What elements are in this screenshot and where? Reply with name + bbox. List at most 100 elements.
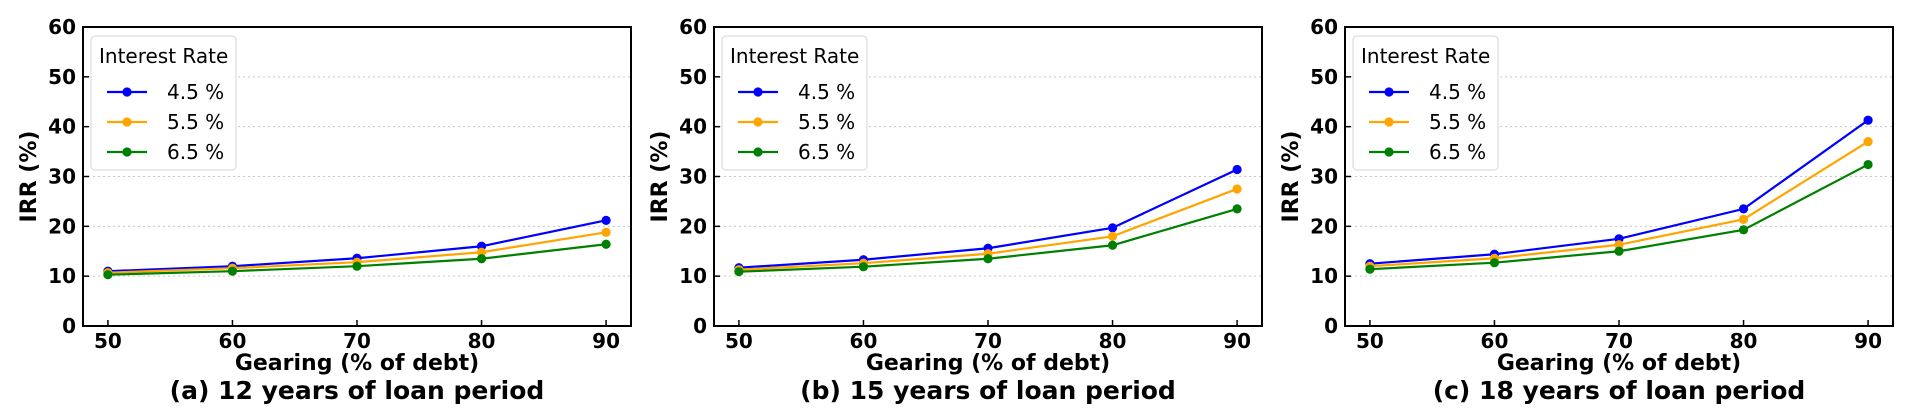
legend-box xyxy=(90,35,237,171)
data-point xyxy=(103,270,113,280)
legend-entry: 4.5 % xyxy=(798,80,855,104)
data-point xyxy=(601,239,611,249)
y-tick-label: 50 xyxy=(48,65,76,89)
data-point xyxy=(352,261,362,271)
legend-title: Interest Rate xyxy=(99,44,228,68)
data-point xyxy=(1863,137,1873,147)
x-tick-label: 90 xyxy=(592,329,620,353)
data-point xyxy=(227,266,238,276)
x-axis-label: Gearing (% of debt) xyxy=(866,351,1110,376)
y-tick-label: 30 xyxy=(1310,165,1338,189)
x-tick-label: 90 xyxy=(1223,329,1251,353)
data-point xyxy=(1232,204,1242,214)
legend-marker xyxy=(122,117,132,127)
data-point xyxy=(1107,240,1118,250)
y-tick-label: 20 xyxy=(679,214,707,238)
legend-marker xyxy=(1384,117,1394,127)
x-tick-label: 70 xyxy=(974,329,1002,353)
y-tick-label: 60 xyxy=(679,15,707,39)
y-tick-label: 60 xyxy=(48,15,76,39)
x-tick-label: 60 xyxy=(219,329,247,353)
legend: Interest Rate 4.5 % 5.5 % 6.5 % xyxy=(90,35,237,171)
legend-entry: 5.5 % xyxy=(798,110,855,134)
x-tick-label: 80 xyxy=(1099,329,1127,353)
x-tick-label: 50 xyxy=(94,329,122,353)
y-tick-label: 0 xyxy=(693,314,707,338)
panel-caption: (a) 12 years of loan period xyxy=(170,376,545,405)
data-point xyxy=(476,254,487,264)
plot-frame xyxy=(82,26,632,327)
x-tick-label: 60 xyxy=(850,329,878,353)
legend: Interest Rate 4.5 % 5.5 % 6.5 % xyxy=(1352,35,1499,171)
x-tick-label: 50 xyxy=(725,329,753,353)
y-axis-label: IRR (%) xyxy=(17,131,42,223)
legend: Interest Rate 4.5 % 5.5 % 6.5 % xyxy=(721,35,868,171)
x-axis-label: Gearing (% of debt) xyxy=(1497,351,1741,376)
y-tick-label: 20 xyxy=(1310,214,1338,238)
legend-title: Interest Rate xyxy=(730,44,859,68)
x-tick-label: 70 xyxy=(1605,329,1633,353)
legend-entry: 6.5 % xyxy=(798,140,855,164)
data-point xyxy=(983,254,993,264)
y-tick-label: 50 xyxy=(1310,65,1338,89)
data-point xyxy=(1738,225,1749,235)
data-point xyxy=(1738,204,1749,214)
legend-marker xyxy=(1384,147,1394,157)
panel-caption: (b) 15 years of loan period xyxy=(800,376,1176,405)
legend-entry: 6.5 % xyxy=(167,140,224,164)
legend-marker xyxy=(1384,87,1394,97)
chart-panel-2: 0 10 20 30 40 50 60 50 60 70 80 90 Interest Rate 4.5 … xyxy=(648,15,1263,405)
y-tick-label: 10 xyxy=(679,264,707,288)
legend-entry: 4.5 % xyxy=(1429,80,1486,104)
panel-caption: (c) 18 years of loan period xyxy=(1433,376,1806,405)
plot-frame xyxy=(713,26,1263,327)
data-point xyxy=(1863,159,1873,170)
y-tick-label: 40 xyxy=(1310,115,1338,139)
data-point xyxy=(1365,264,1375,274)
y-axis-label: IRR (%) xyxy=(648,131,673,223)
data-point xyxy=(476,247,487,257)
data-point xyxy=(858,262,869,272)
legend-marker xyxy=(753,87,763,97)
data-point xyxy=(734,267,744,277)
data-point xyxy=(601,215,611,225)
data-point xyxy=(1107,223,1118,233)
data-point xyxy=(1489,258,1500,268)
y-tick-label: 50 xyxy=(679,65,707,89)
legend-entry: 4.5 % xyxy=(167,80,224,104)
y-tick-label: 10 xyxy=(1310,264,1338,288)
y-tick-label: 40 xyxy=(48,115,76,139)
chart-panel-3: 0 10 20 30 40 50 60 50 60 70 80 90 Interest Rate 4.5 … xyxy=(1279,15,1894,405)
data-point xyxy=(1863,115,1873,125)
data-point xyxy=(1614,246,1624,256)
legend-marker xyxy=(122,87,132,97)
y-tick-label: 20 xyxy=(48,214,76,238)
y-tick-label: 0 xyxy=(1324,314,1338,338)
legend-entry: 6.5 % xyxy=(1429,140,1486,164)
data-point xyxy=(1107,231,1118,241)
legend-entry: 5.5 % xyxy=(167,110,224,134)
y-tick-label: 0 xyxy=(62,314,76,338)
legend-entry: 5.5 % xyxy=(1429,110,1486,134)
x-tick-label: 60 xyxy=(1481,329,1509,353)
legend-box xyxy=(721,35,868,171)
data-point xyxy=(1614,240,1624,250)
legend-box xyxy=(1352,35,1499,171)
data-point xyxy=(1232,184,1242,194)
legend-marker xyxy=(753,117,763,127)
data-point xyxy=(1738,214,1749,224)
x-tick-label: 70 xyxy=(343,329,371,353)
x-tick-label: 90 xyxy=(1854,329,1882,353)
legend-title: Interest Rate xyxy=(1361,44,1490,68)
x-axis-label: Gearing (% of debt) xyxy=(235,351,479,376)
legend-marker xyxy=(122,147,132,157)
data-point xyxy=(1232,164,1242,175)
x-tick-label: 80 xyxy=(1730,329,1758,353)
legend-marker xyxy=(753,147,763,157)
y-tick-label: 40 xyxy=(679,115,707,139)
y-tick-label: 30 xyxy=(48,165,76,189)
y-tick-label: 10 xyxy=(48,264,76,288)
x-tick-label: 80 xyxy=(468,329,496,353)
y-tick-label: 60 xyxy=(1310,15,1338,39)
